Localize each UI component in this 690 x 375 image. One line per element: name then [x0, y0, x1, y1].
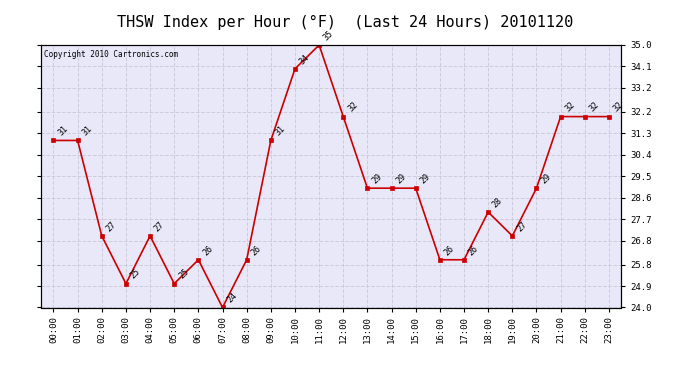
Text: 32: 32	[588, 100, 601, 114]
Text: 28: 28	[491, 196, 504, 209]
Text: 26: 26	[250, 243, 263, 257]
Text: 26: 26	[443, 243, 456, 257]
Text: 25: 25	[177, 267, 190, 281]
Text: 24: 24	[226, 291, 239, 305]
Text: 29: 29	[371, 172, 384, 185]
Text: 31: 31	[57, 124, 70, 138]
Text: Copyright 2010 Cartronics.com: Copyright 2010 Cartronics.com	[44, 50, 179, 59]
Text: 29: 29	[540, 172, 553, 185]
Text: 31: 31	[81, 124, 94, 138]
Text: 29: 29	[395, 172, 408, 185]
Text: 27: 27	[105, 220, 118, 233]
Text: 35: 35	[322, 29, 335, 42]
Text: 31: 31	[274, 124, 287, 138]
Text: 32: 32	[564, 100, 577, 114]
Text: 27: 27	[153, 220, 166, 233]
Text: THSW Index per Hour (°F)  (Last 24 Hours) 20101120: THSW Index per Hour (°F) (Last 24 Hours)…	[117, 15, 573, 30]
Text: 27: 27	[515, 220, 529, 233]
Text: 25: 25	[129, 267, 142, 281]
Text: 26: 26	[467, 243, 480, 257]
Text: 26: 26	[201, 243, 215, 257]
Text: 34: 34	[298, 53, 311, 66]
Text: 32: 32	[612, 100, 625, 114]
Text: 29: 29	[419, 172, 432, 185]
Text: 32: 32	[346, 100, 359, 114]
